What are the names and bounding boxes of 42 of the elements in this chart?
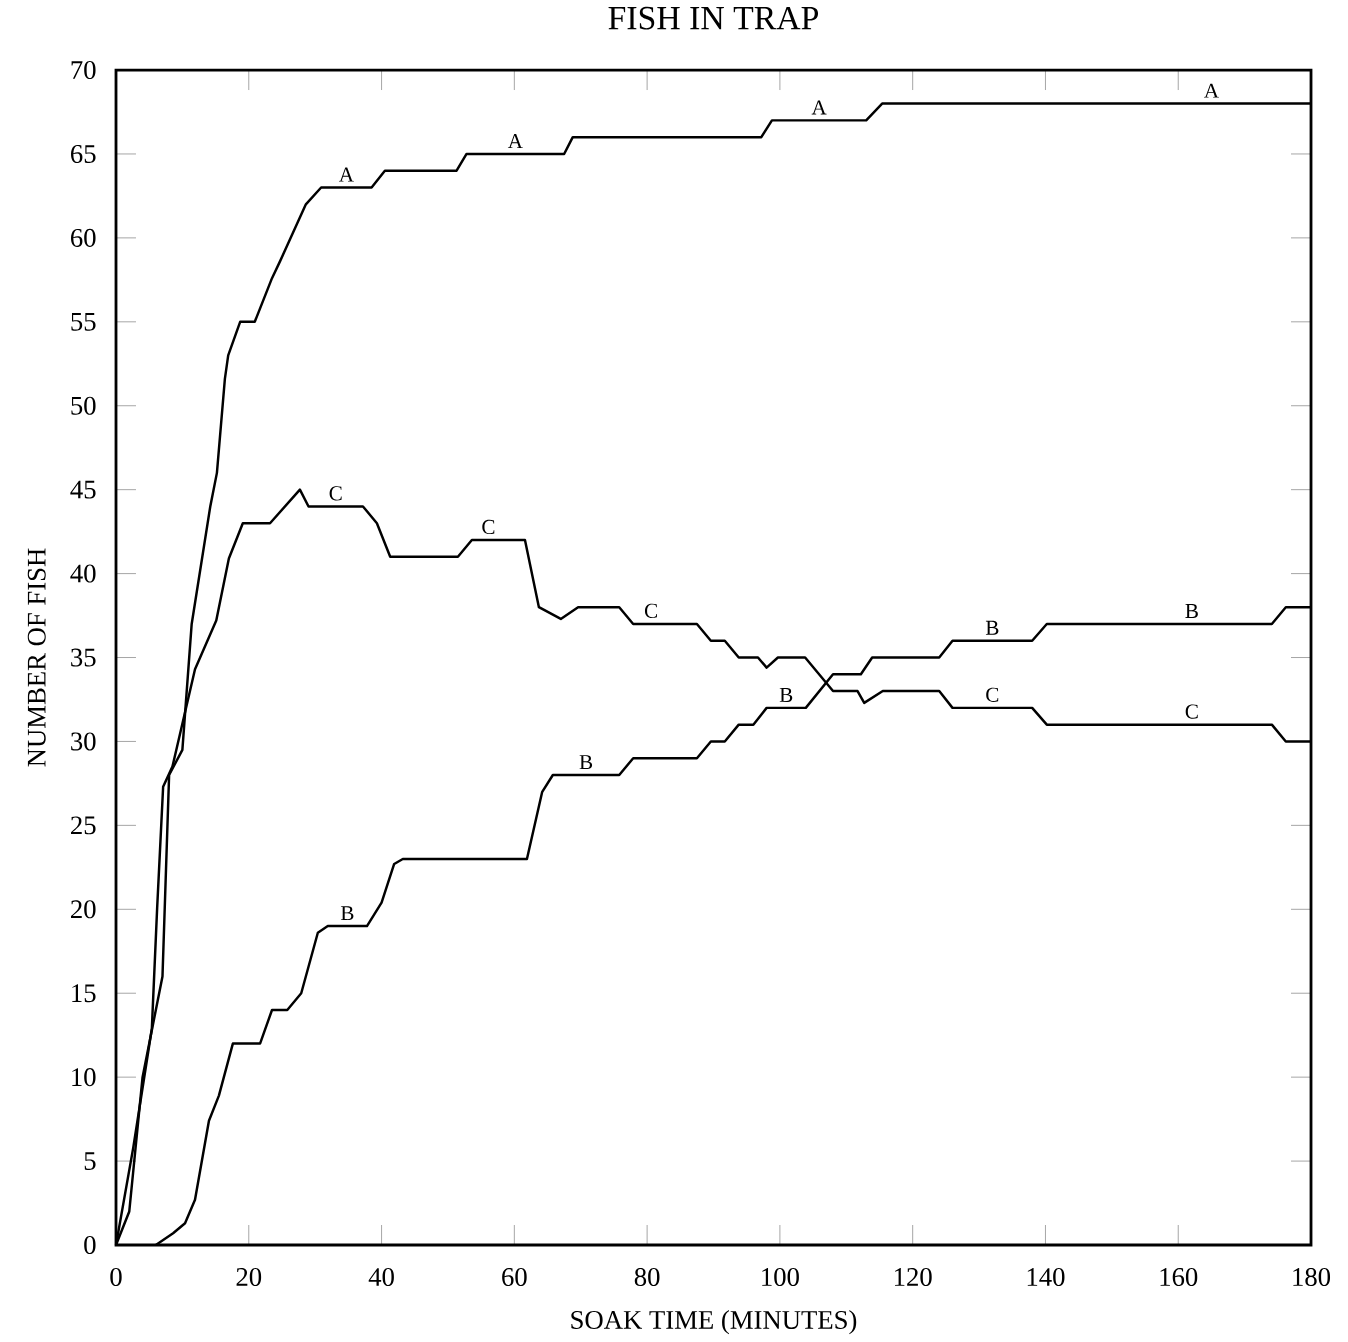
text: C	[482, 519, 495, 535]
y-tick-label: 35	[71, 648, 96, 667]
x-tick-label: 60	[502, 1267, 527, 1286]
x-tick-label: 80	[634, 1267, 660, 1286]
text: C	[329, 486, 342, 501]
y-tick-label: 45	[70, 480, 96, 499]
y-tick-label: 25	[71, 816, 96, 835]
y-tick-label: 70	[71, 60, 96, 80]
chart-title: FISH IN TRAP	[608, 6, 819, 30]
series-label: A	[338, 167, 354, 182]
x-tick-label: 20	[236, 1267, 262, 1286]
text: A	[507, 134, 523, 148]
x-axis-title: SOAK TIME (MINUTES)	[571, 1310, 857, 1335]
y-tick-label: 65	[71, 144, 96, 163]
x-tick-label: 0	[110, 1267, 122, 1286]
y-axis-title: NUMBER OF FISH	[27, 548, 46, 767]
x-tick-label: 40	[368, 1267, 394, 1286]
text: C	[644, 603, 657, 618]
y-tick-label: 10	[72, 1068, 96, 1087]
y-tick-label: 40	[70, 564, 96, 583]
series-label: B	[340, 906, 354, 921]
text: B	[579, 755, 593, 770]
text: B	[985, 620, 999, 635]
y-tick-label: 0	[84, 1235, 96, 1255]
text: A	[811, 100, 827, 115]
y-tick-label: 15	[72, 984, 96, 1003]
text: A	[1204, 83, 1219, 98]
y-tick-label: 60	[71, 228, 96, 247]
x-tick-label: 160	[1160, 1267, 1198, 1286]
series-label: C	[1185, 704, 1198, 719]
x-tick-label: 140	[1027, 1267, 1065, 1286]
y-tick-label: 30	[71, 732, 96, 751]
x-tick-label: 120	[895, 1267, 932, 1286]
x-tick-label: 180	[1293, 1267, 1331, 1286]
text: C	[986, 687, 999, 702]
x-tick-label: 100	[762, 1267, 799, 1286]
text: B	[779, 688, 793, 702]
y-tick-label: 5	[84, 1152, 96, 1170]
y-tick-label: 50	[71, 396, 96, 415]
y-tick-label: 55	[71, 312, 96, 331]
text: B	[1185, 604, 1198, 618]
y-tick-label: 20	[71, 900, 96, 919]
